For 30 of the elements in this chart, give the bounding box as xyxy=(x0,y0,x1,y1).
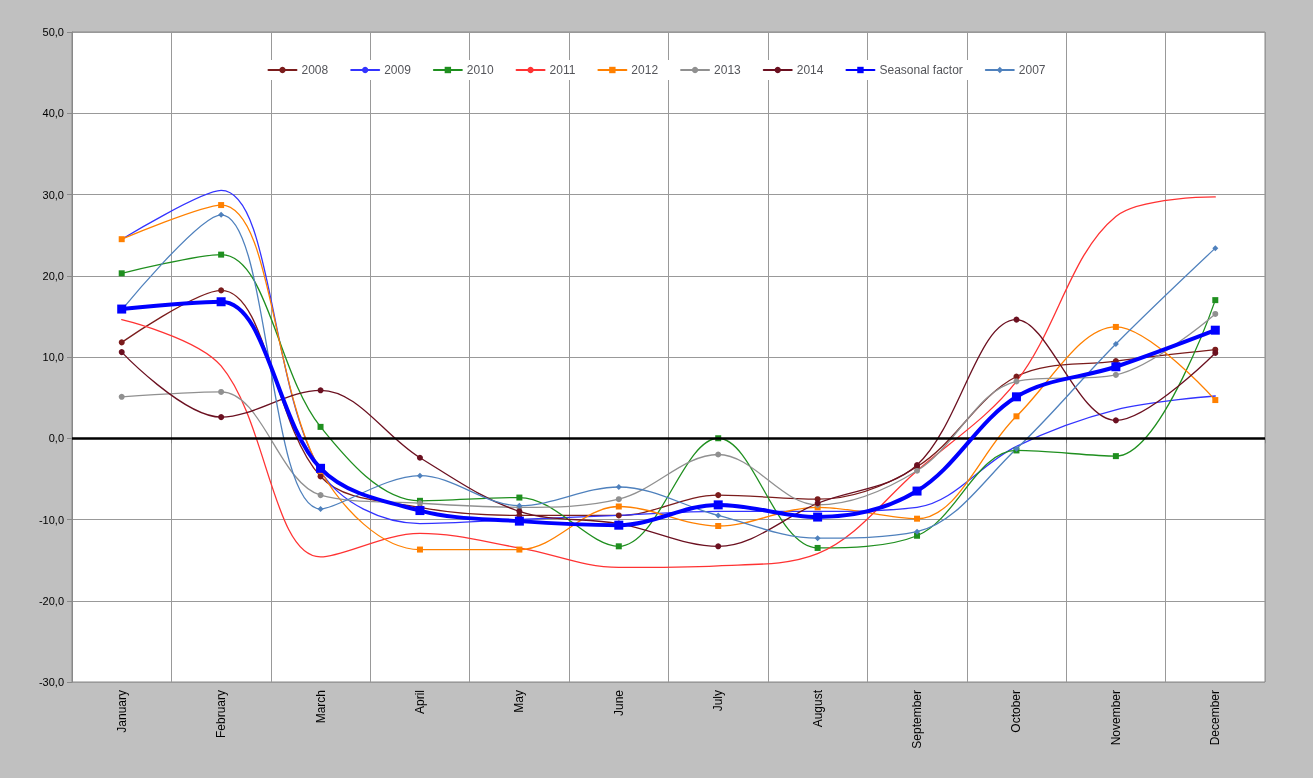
x-tick-label: July xyxy=(711,690,726,712)
y-tick-label: 40,0 xyxy=(42,107,64,120)
y-tick-label: 0,0 xyxy=(48,432,64,445)
x-tick-label: August xyxy=(810,689,825,728)
x-tick-label: June xyxy=(611,689,626,717)
y-tick-label: 50,0 xyxy=(42,26,64,38)
legend-label: 2010 xyxy=(466,63,494,77)
x-tick-label: April xyxy=(412,690,427,715)
x-tick-label: December xyxy=(1208,690,1223,746)
x-tick-label: March xyxy=(313,690,328,724)
y-tick-label: -10,0 xyxy=(38,513,64,526)
legend-label: 2007 xyxy=(1018,63,1046,77)
legend-label: 2011 xyxy=(549,63,576,77)
y-tick-label: -20,0 xyxy=(38,594,64,607)
legend-label: 2012 xyxy=(631,63,659,77)
legend-label: 2013 xyxy=(714,63,742,77)
y-tick-label: -30,0 xyxy=(38,676,64,688)
x-tick-label: May xyxy=(512,690,527,713)
x-tick-label: September xyxy=(910,690,925,749)
x-tick-label: October xyxy=(1009,690,1024,733)
legend-label: 2008 xyxy=(301,63,329,77)
x-tick-label: February xyxy=(214,690,229,739)
x-tick-label: January xyxy=(114,690,129,733)
y-tick-label: 20,0 xyxy=(42,269,64,282)
legend-label: 2009 xyxy=(384,63,412,77)
legend-label: 2014 xyxy=(796,63,824,77)
y-tick-label: 30,0 xyxy=(42,188,64,201)
legend-label: Seasonal factor xyxy=(879,63,963,77)
y-tick-label: 10,0 xyxy=(42,351,64,363)
x-tick-label: November xyxy=(1108,690,1123,746)
